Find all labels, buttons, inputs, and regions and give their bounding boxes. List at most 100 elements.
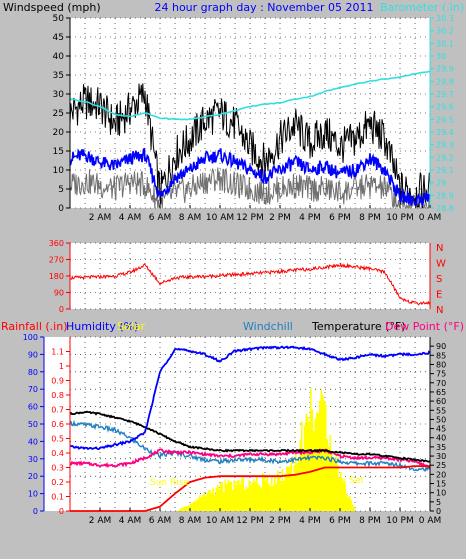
y-tick-label: 80 — [436, 360, 446, 369]
compass-label: N — [436, 243, 443, 254]
dewpoint-line — [69, 448, 431, 469]
solar-bar — [278, 475, 281, 511]
y-tick-label: 25 — [53, 109, 64, 119]
solar-bar — [289, 466, 291, 511]
barometer-line — [69, 70, 431, 121]
solar-bar — [226, 483, 228, 511]
x-tick-label: 8 PM — [359, 213, 381, 223]
solar-bar — [295, 451, 297, 511]
y-tick-label: 29.4 — [436, 128, 454, 137]
y-tick-label: 35 — [436, 443, 446, 452]
sunrise-annotation: Sun Rise — [150, 478, 189, 488]
y-tick-label: 5 — [436, 498, 441, 507]
solar-bar — [316, 412, 318, 511]
y-tick-label: 20 — [28, 472, 38, 481]
solar-bar — [257, 484, 260, 511]
y-tick-label: 29.7 — [436, 90, 454, 99]
wind-x-ticks: 2 AM 4 AM 6 AM 8 AM 10 AM 12 PM 2 PM 4 PM 6 PM 8 … — [89, 205, 441, 223]
rainfall-legend: Rainfall (.in) — [1, 320, 68, 333]
solar-bar — [334, 461, 336, 511]
solar-bar — [347, 497, 350, 511]
y-tick-label: 90 — [54, 289, 64, 298]
solar-bar — [250, 484, 252, 511]
solar-bar — [349, 495, 351, 511]
x-tick-label: 10 AM — [206, 516, 234, 526]
x-tick-label: 4 AM — [119, 516, 142, 526]
x-tick-label: 10 AM — [206, 213, 234, 223]
y-tick-label: 20 — [436, 470, 446, 479]
solar-bar — [181, 507, 183, 511]
y-tick-label: 29.5 — [436, 115, 454, 124]
solar-bar — [190, 503, 192, 511]
y-tick-label: 0.2 — [51, 478, 64, 487]
solar-bar — [220, 483, 222, 511]
y-tick-label: 30 — [28, 455, 38, 464]
y-tick-label: 45 — [53, 33, 64, 43]
y-tick-label: 10 — [53, 166, 65, 176]
solar-bar — [179, 508, 182, 511]
y-tick-label: 30 — [53, 90, 65, 100]
solar-bar — [218, 488, 221, 511]
solar-bar — [301, 421, 303, 511]
x-tick-label: 6 AM — [149, 516, 172, 526]
solar-bar — [236, 480, 239, 511]
y-tick-label: 28.8 — [436, 204, 454, 213]
solar-bar — [331, 453, 333, 511]
solar-bar — [194, 500, 197, 511]
y-tick-label: 45 — [436, 425, 446, 434]
solar-bar — [215, 487, 218, 511]
solar-bar — [319, 400, 321, 511]
x-tick-label: 4 PM — [299, 213, 321, 223]
humidity-y-ticks: 0 10 20 30 40 50 60 70 80 90 100 — [23, 333, 44, 516]
direction-grid — [70, 242, 430, 310]
y-tick-label: 90 — [436, 342, 446, 351]
solar-bar — [281, 468, 284, 511]
solar-bar — [248, 480, 251, 511]
y-tick-label: 85 — [436, 351, 446, 360]
graph-date-title: 24 hour graph day : November 05 2011 — [154, 1, 373, 14]
solar-bar — [323, 400, 326, 511]
solar-bar — [256, 475, 258, 511]
solar-bar — [302, 449, 305, 511]
y-tick-label: 360 — [49, 239, 64, 248]
solar-bar — [230, 481, 233, 511]
x-tick-label: 0 AM — [419, 516, 442, 526]
x-tick-label: 2 AM — [89, 516, 112, 526]
y-tick-label: 0.6 — [51, 420, 64, 429]
x-tick-label: 12 PM — [236, 516, 264, 526]
y-tick-label: 90 — [28, 350, 38, 359]
solar-bar — [182, 507, 185, 511]
solar-bar — [311, 409, 314, 511]
y-tick-label: 0 — [436, 507, 441, 516]
solar-bar — [265, 480, 267, 511]
x-tick-label: 2 PM — [269, 213, 291, 223]
solar-bar — [229, 481, 231, 511]
solar-bar — [353, 507, 356, 511]
y-tick-label: 28.9 — [436, 191, 454, 200]
y-tick-label: 50 — [28, 420, 38, 429]
solar-bar — [332, 459, 335, 511]
solar-bar — [217, 484, 219, 511]
solar-bar — [206, 492, 209, 511]
solar-bar — [209, 490, 212, 511]
y-tick-label: 55 — [436, 406, 446, 415]
x-tick-label: 4 AM — [119, 213, 142, 223]
y-tick-label: 0 — [59, 507, 64, 516]
x-tick-label: 12 PM — [236, 213, 264, 223]
y-tick-label: 75 — [436, 370, 446, 379]
y-tick-label: 25 — [436, 461, 446, 470]
solar-bar — [262, 472, 264, 511]
solar-bar — [244, 489, 246, 511]
humidity-line — [69, 345, 431, 451]
solar-bar — [277, 470, 279, 511]
solar-bar — [242, 476, 245, 511]
solar-legend: Solar — [117, 320, 146, 333]
y-tick-label: 50 — [436, 415, 446, 424]
solar-bar — [211, 493, 213, 511]
y-tick-label: 0 — [59, 305, 64, 314]
solar-bar — [205, 496, 207, 511]
y-tick-label: 0.3 — [51, 464, 64, 473]
